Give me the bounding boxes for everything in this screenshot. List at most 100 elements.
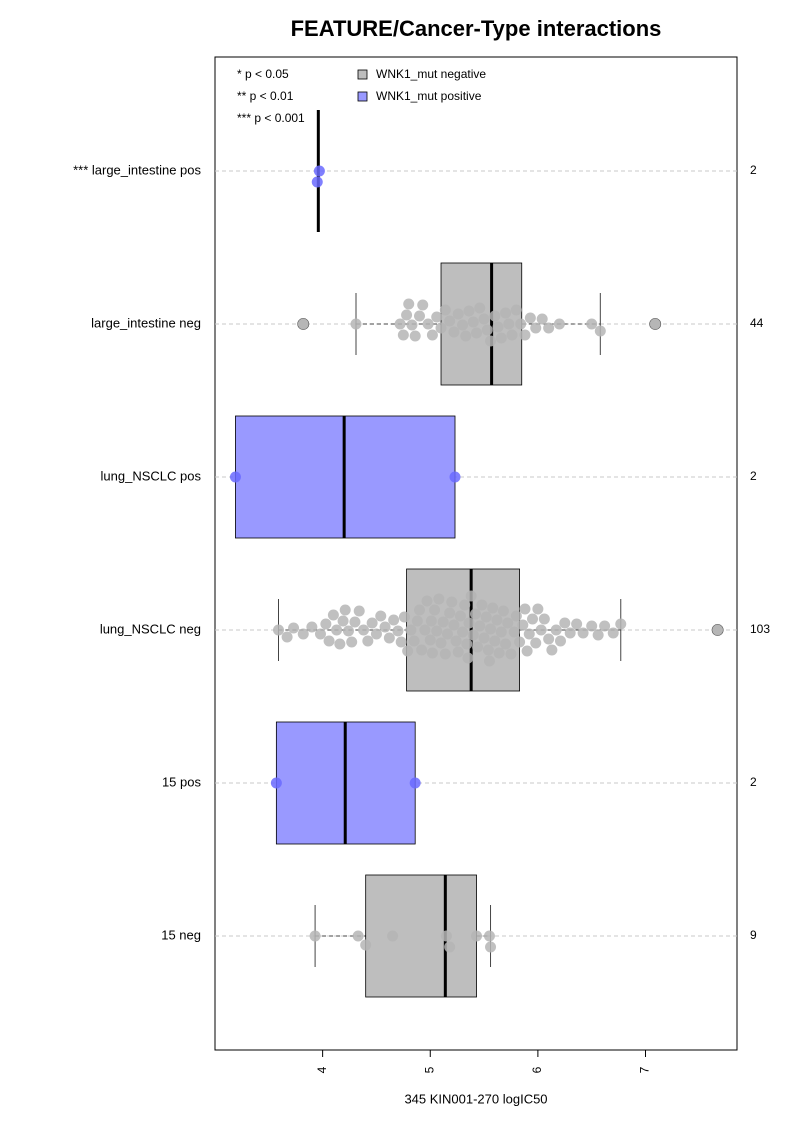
data-point: [431, 625, 443, 637]
data-point: [480, 611, 492, 623]
data-point: [505, 648, 517, 660]
data-point: [493, 647, 505, 659]
count-label: 2: [750, 775, 757, 789]
data-point: [331, 624, 343, 636]
data-point: [553, 318, 565, 330]
data-point: [311, 176, 323, 188]
data-point: [450, 635, 462, 647]
data-point: [649, 318, 661, 330]
data-point: [474, 302, 486, 314]
data-point: [444, 315, 456, 327]
data-point: [309, 930, 321, 942]
x-tick-label: 6: [530, 1066, 544, 1073]
data-point: [358, 624, 370, 636]
data-point: [615, 618, 627, 630]
y-tick-label: lung_NSCLC neg: [100, 621, 201, 636]
data-point: [413, 604, 425, 616]
data-point: [483, 930, 495, 942]
data-point: [440, 930, 452, 942]
y-tick-label: large_intestine neg: [91, 315, 201, 330]
x-tick-label: 4: [315, 1066, 329, 1073]
data-point: [500, 638, 512, 650]
data-point: [452, 646, 464, 658]
data-point: [433, 593, 445, 605]
data-point: [515, 318, 527, 330]
data-point: [530, 637, 542, 649]
data-point: [594, 325, 606, 337]
chart-title: FEATURE/Cancer-Type interactions: [291, 16, 662, 41]
data-point: [449, 471, 461, 483]
data-point: [413, 310, 425, 322]
data-point: [476, 599, 488, 611]
data-point: [403, 298, 415, 310]
data-point: [416, 644, 428, 656]
legend-swatch: [357, 69, 368, 80]
data-point: [495, 626, 507, 638]
data-point: [564, 627, 576, 639]
data-point: [472, 641, 484, 653]
data-point: [454, 610, 466, 622]
data-point: [471, 930, 483, 942]
data-point: [425, 615, 437, 627]
data-point: [487, 602, 499, 614]
data-point: [506, 329, 518, 341]
data-point: [342, 625, 354, 637]
data-point: [273, 624, 285, 636]
data-point: [478, 632, 490, 644]
data-point: [489, 635, 501, 647]
data-point: [497, 605, 509, 617]
data-point: [474, 620, 486, 632]
legend-swatch: [357, 91, 368, 102]
data-point: [478, 313, 490, 325]
data-point: [471, 327, 483, 339]
data-point: [435, 322, 447, 334]
data-point: [469, 608, 481, 620]
data-point: [485, 941, 497, 953]
data-point: [441, 628, 453, 640]
data-point: [448, 326, 460, 338]
data-point: [495, 332, 507, 344]
data-point: [409, 777, 421, 789]
data-point: [306, 621, 318, 633]
data-point: [327, 609, 339, 621]
data-point: [459, 599, 471, 611]
data-point: [577, 627, 589, 639]
data-point: [429, 604, 441, 616]
data-point: [439, 304, 451, 316]
data-point: [492, 321, 504, 333]
data-point: [517, 619, 529, 631]
data-point: [320, 618, 332, 630]
data-point: [439, 648, 451, 660]
data-point: [392, 625, 404, 637]
data-point: [536, 313, 548, 325]
data-point: [379, 621, 391, 633]
legend-label: WNK1_mut negative: [376, 67, 486, 81]
y-tick-label: *** large_intestine pos: [73, 162, 201, 177]
count-label: 44: [750, 316, 764, 330]
data-point: [435, 637, 447, 649]
data-point: [395, 636, 407, 648]
data-point: [402, 645, 414, 657]
data-point: [417, 299, 429, 311]
data-point: [500, 307, 512, 319]
data-point: [350, 318, 362, 330]
data-point: [481, 324, 493, 336]
data-point: [398, 611, 410, 623]
data-point: [288, 622, 300, 634]
data-point: [426, 329, 438, 341]
data-point: [485, 623, 497, 635]
data-point: [571, 618, 583, 630]
data-point: [448, 619, 460, 631]
data-point: [462, 652, 474, 664]
data-point: [543, 633, 555, 645]
y-tick-label: 15 pos: [162, 774, 202, 789]
x-tick-label: 7: [638, 1066, 652, 1073]
data-point: [352, 930, 364, 942]
data-point: [314, 628, 326, 640]
data-point: [457, 626, 469, 638]
data-point: [313, 165, 325, 177]
data-point: [366, 617, 378, 629]
data-point: [607, 627, 619, 639]
data-point: [281, 631, 293, 643]
